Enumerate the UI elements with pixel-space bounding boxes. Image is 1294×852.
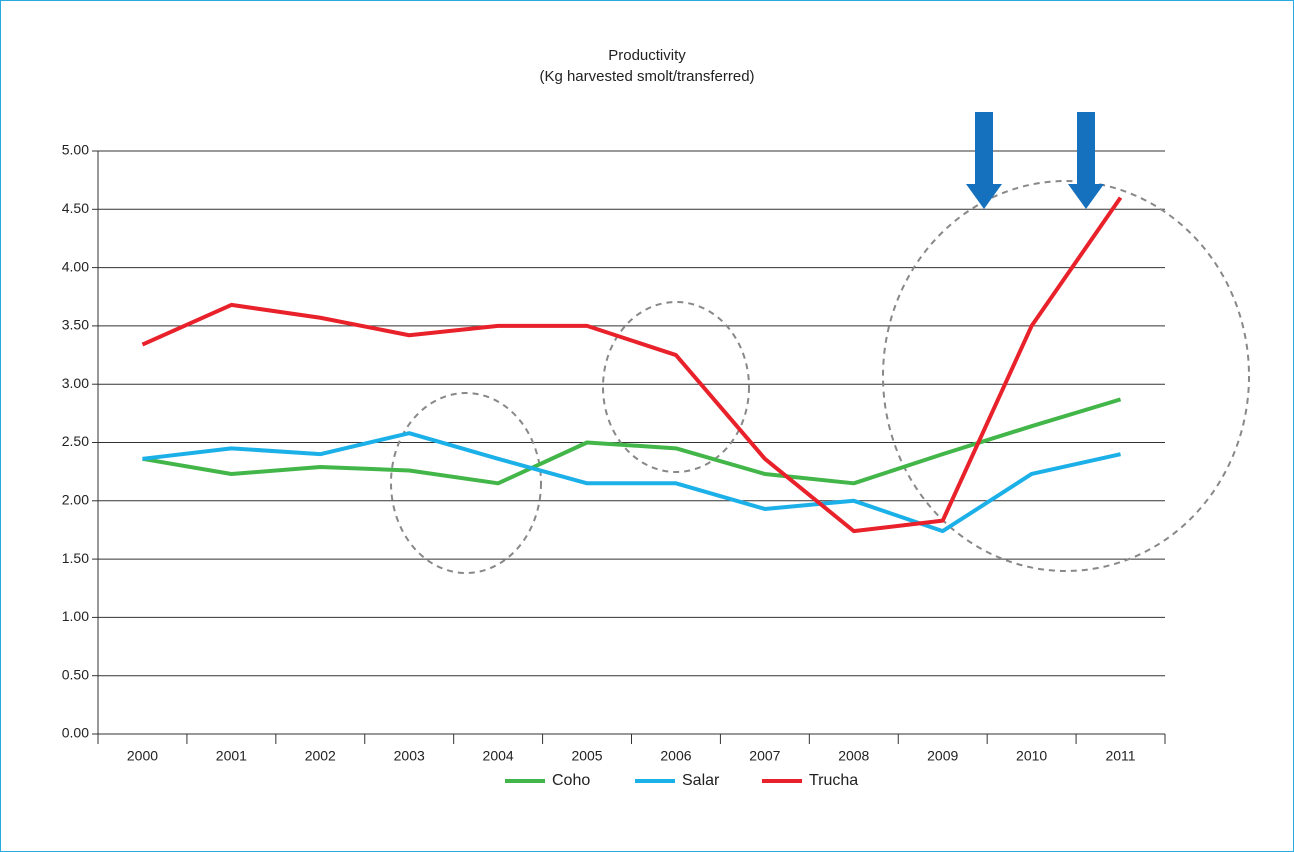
highlight-circle [390, 392, 542, 574]
x-tick-label: 2004 [483, 748, 514, 764]
x-tick-label: 2008 [838, 748, 869, 764]
y-tick-label: 1.00 [62, 608, 89, 624]
y-tick-label: 2.50 [62, 433, 89, 449]
x-tick-label: 2003 [394, 748, 425, 764]
y-tick-label: 3.50 [62, 317, 89, 333]
annotations [390, 112, 1250, 574]
legend-label: Coho [552, 772, 590, 789]
series-line [142, 397, 1122, 486]
chart-title: Productivity [608, 47, 686, 64]
x-tick-label: 2002 [305, 748, 336, 764]
highlight-circle [882, 180, 1250, 572]
x-tick-label: 2006 [660, 748, 691, 764]
chart-subtitle: (Kg harvested smolt/transferred) [539, 68, 754, 85]
x-tick-label: 2005 [571, 748, 602, 764]
series-line [142, 431, 1121, 534]
y-tick-label: 4.50 [62, 200, 89, 216]
x-tick-label: 2010 [1016, 748, 1047, 764]
x-tick-label: 2011 [1105, 748, 1135, 764]
y-tick-label: 5.00 [62, 142, 89, 158]
y-tick-label: 2.00 [62, 492, 89, 508]
legend-label: Salar [682, 772, 720, 789]
y-tick-label: 0.50 [62, 666, 89, 682]
legend-label: Trucha [809, 772, 858, 789]
highlight-circle [602, 301, 750, 473]
y-tick-label: 1.50 [62, 550, 89, 566]
arrow [1068, 112, 1104, 209]
y-tick-label: 0.00 [62, 725, 89, 741]
y-tick-label: 4.00 [62, 258, 89, 274]
x-tick-label: 2007 [749, 748, 780, 764]
arrow [966, 112, 1002, 209]
x-tick-label: 2009 [927, 748, 958, 764]
x-tick-label: 2000 [127, 748, 158, 764]
y-tick-label: 3.00 [62, 375, 89, 391]
series-line [141, 196, 1123, 534]
x-tick-label: 2001 [216, 748, 247, 764]
